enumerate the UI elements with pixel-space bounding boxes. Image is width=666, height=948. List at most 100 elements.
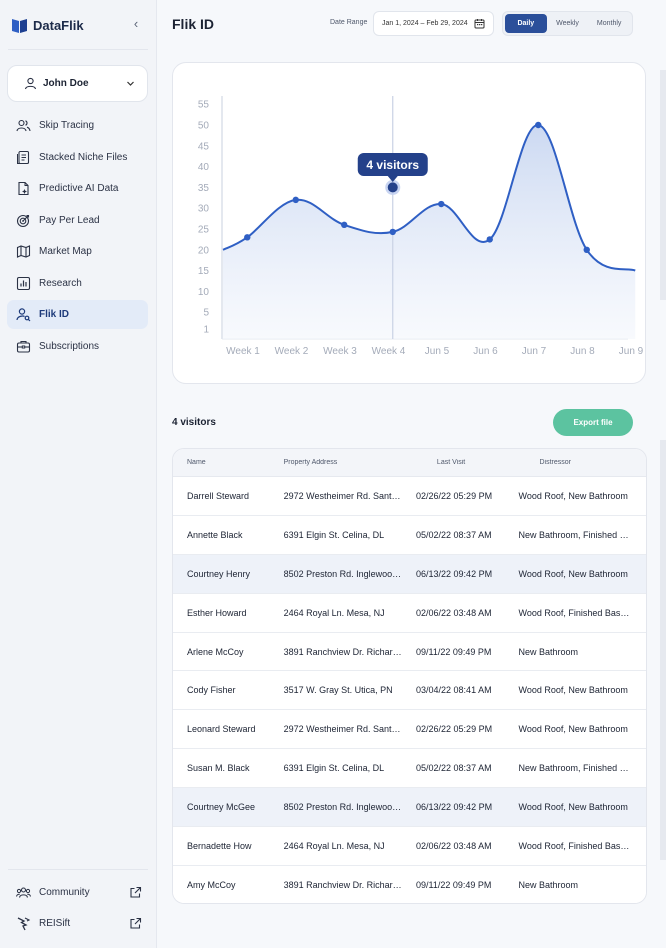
user-name: John Doe <box>43 78 89 89</box>
cell-address: 3891 Ranchview Dr. Richardson, CA <box>283 880 403 891</box>
table-row[interactable]: Cody Fisher 3517 W. Gray St. Utica, PN 03/… <box>173 671 646 711</box>
y-tick-label: 10 <box>198 287 210 298</box>
sidebar-item-flik-id[interactable]: Flik ID <box>7 300 148 329</box>
data-point <box>438 200 445 208</box>
period-weekly-button[interactable]: Weekly <box>556 20 579 27</box>
x-tick-label: Jun 9 <box>619 346 644 357</box>
sidebar-item-subscriptions[interactable]: Subscriptions <box>7 332 148 361</box>
data-point <box>583 246 590 253</box>
sidebar-item-label: Pay Per Lead <box>39 214 100 226</box>
cell-last-visit: 05/02/22 08:37 AM <box>416 529 492 540</box>
users-icon <box>16 118 31 133</box>
cell-name: Leonard Steward <box>187 724 256 735</box>
x-tick-label: Jun 5 <box>425 346 450 357</box>
cell-address: 2972 Westheimer Rd. Santa Ana, IL <box>283 490 402 501</box>
y-tick-label: 5 <box>203 308 209 319</box>
cell-distressor: New Bathroom <box>518 646 579 657</box>
sidebar-item-stacked-niche-files[interactable]: Stacked Niche Files <box>7 143 148 172</box>
sidebar-item-label: Stacked Niche Files <box>39 151 128 163</box>
cell-address: 6391 Elgin St. Celina, DL <box>283 763 385 774</box>
table-row[interactable]: Leonard Steward 2972 Westheimer Rd. Santa… <box>173 710 646 750</box>
cell-distressor: New Bathroom, Finished Basement <box>518 529 646 540</box>
cell-address: 6391 Elgin St. Celina, DL <box>283 529 385 540</box>
chart-icon <box>16 276 31 291</box>
sidebar-item-label: Research <box>39 277 82 289</box>
y-tick-label: 15 <box>198 266 210 277</box>
table-body: Darrell Steward 2972 Westheimer Rd. Santa… <box>173 477 646 903</box>
cell-distressor: Wood Roof, New Bathroom <box>518 568 628 579</box>
table-row[interactable]: Annette Black 6391 Elgin St. Celina, DL 05… <box>173 515 646 555</box>
tooltip-arrow <box>387 176 398 182</box>
table-row[interactable]: Esther Howard 2464 Royal Ln. Mesa, NJ 02/0… <box>173 593 646 633</box>
chevron-down-icon <box>127 81 134 86</box>
table-row[interactable]: Arlene McCoy 3891 Ranchview Dr. Richardso… <box>173 632 646 672</box>
cell-last-visit: 05/02/22 08:37 AM <box>416 763 492 774</box>
cell-address: 2464 Royal Ln. Mesa, NJ <box>283 840 385 851</box>
column-header-name[interactable]: Name <box>187 459 206 466</box>
column-header-last-visit[interactable]: Last Visit <box>436 459 466 466</box>
data-point <box>244 234 251 241</box>
x-tick-label: Week 4 <box>372 346 406 357</box>
table-row[interactable]: Bernadette How 2464 Royal Ln. Mesa, NJ 02/… <box>173 827 646 866</box>
cell-address: 2972 Westheimer Rd. Santa Ana, IL <box>283 724 402 735</box>
cell-name: Darrell Steward <box>187 490 250 501</box>
sidebar-divider <box>8 49 148 50</box>
user-dropdown[interactable]: John Doe <box>7 65 148 102</box>
cell-last-visit: 02/06/22 03:48 AM <box>416 840 492 851</box>
x-tick-label: Week 3 <box>323 346 357 357</box>
sidebar-item-reisift[interactable]: REISift <box>7 909 148 937</box>
sidebar-item-label: Flik ID <box>39 309 70 320</box>
calendar-icon <box>474 19 485 29</box>
cell-address: 8502 Preston Rd. Inglewood, ME <box>283 568 402 579</box>
sidebar-item-label: REISift <box>39 917 71 929</box>
cell-last-visit: 02/06/22 03:48 AM <box>416 607 492 618</box>
cell-name: Cody Fisher <box>187 685 236 696</box>
briefcase-icon <box>16 339 31 354</box>
y-tick-label: 25 <box>198 225 210 236</box>
date-range-picker[interactable]: Jan 1, 2024 – Feb 29, 2024 <box>373 11 494 36</box>
x-tick-label: Jun 8 <box>570 346 595 357</box>
x-tick-label: Week 1 <box>226 346 260 357</box>
table-row[interactable]: Courtney McGee 8502 Preston Rd. Inglewood… <box>173 788 646 828</box>
cell-name: Esther Howard <box>187 607 247 618</box>
cell-last-visit: 03/04/22 08:41 AM <box>416 685 492 696</box>
sidebar-item-pay-per-lead[interactable]: Pay Per Lead <box>7 206 148 235</box>
period-monthly-button[interactable]: Monthly <box>596 20 622 27</box>
data-point <box>341 221 348 229</box>
cell-last-visit: 09/11/22 09:49 PM <box>416 646 492 657</box>
sidebar-item-predictive-ai-data[interactable]: Predictive AI Data <box>7 174 148 203</box>
files-icon <box>16 150 31 165</box>
cell-distressor: New Bathroom <box>518 880 579 891</box>
column-header-address[interactable]: Property Address <box>283 459 338 466</box>
sidebar-item-community[interactable]: Community <box>7 878 148 906</box>
data-point <box>486 236 493 243</box>
column-header-distressor[interactable]: Distressor <box>539 459 572 466</box>
y-tick-label: 45 <box>198 141 210 152</box>
cell-address: 2464 Royal Ln. Mesa, NJ <box>283 607 385 618</box>
cell-address: 3517 W. Gray St. Utica, PN <box>283 685 393 696</box>
sidebar-item-research[interactable]: Research <box>7 269 148 298</box>
sidebar-divider <box>8 869 148 870</box>
table-row[interactable]: Amy McCoy 3891 Ranchview Dr. Richardson, … <box>173 865 646 903</box>
y-tick-label: 20 <box>198 245 210 256</box>
collapse-sidebar-icon[interactable]: ‹ <box>133 15 139 31</box>
table-row[interactable]: Darrell Steward 2972 Westheimer Rd. Santa… <box>173 477 646 516</box>
cell-name: Susan M. Black <box>187 763 250 774</box>
x-tick-label: Week 2 <box>275 346 309 357</box>
cell-last-visit: 09/11/22 09:49 PM <box>416 880 492 891</box>
cell-distressor: New Bathroom, Finished Basement <box>518 763 646 774</box>
sidebar-item-skip-tracing[interactable]: Skip Tracing <box>7 111 148 140</box>
visitors-table: Name Property Address Last Visit Distres… <box>172 448 647 904</box>
cell-name: Bernadette How <box>187 840 252 851</box>
export-file-button[interactable]: Export file <box>553 409 633 436</box>
data-point <box>535 121 542 129</box>
sidebar-item-market-map[interactable]: Market Map <box>7 237 148 266</box>
x-tick-label: Jun 6 <box>473 346 498 357</box>
brand-name: DataFlik <box>33 17 84 33</box>
period-daily-button[interactable]: Daily <box>505 14 547 33</box>
brand[interactable]: DataFlik <box>11 15 84 35</box>
table-row[interactable]: Courtney Henry 8502 Preston Rd. Inglewood… <box>173 554 646 594</box>
table-row[interactable]: Susan M. Black 6391 Elgin St. Celina, DL 0… <box>173 749 646 789</box>
cell-last-visit: 06/13/22 09:42 PM <box>416 568 493 579</box>
